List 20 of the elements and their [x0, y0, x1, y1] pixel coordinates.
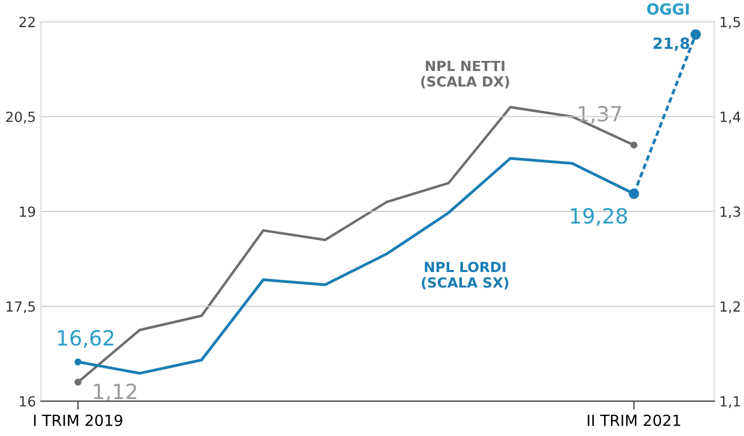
- y-tick-label: 20,5: [6, 112, 35, 124]
- x-tick-label: II TRIM 2021: [588, 414, 680, 426]
- text: OGGI: [647, 3, 689, 15]
- data-label: 1,12: [94, 384, 136, 402]
- y2-tick-label: 1,1: [720, 396, 740, 408]
- y2-tick-label: 1,5: [720, 16, 740, 29]
- y-tick-label: 22: [19, 16, 35, 28]
- y2-tick-label: 1,4: [720, 112, 740, 124]
- y-tick-label: 19: [20, 206, 36, 217]
- data-label: 1,37: [578, 106, 622, 124]
- data-label: 19,28: [571, 208, 627, 226]
- data-label: 21,8: [654, 37, 690, 51]
- y-tick-label: 17,5: [6, 301, 35, 314]
- series-label: NPL NETTI (SCALA DX): [421, 60, 510, 88]
- series-label: NPL LORDI (SCALA SX): [422, 262, 508, 290]
- data-label: 16,62: [58, 330, 114, 348]
- y2-tick-label: 1,2: [720, 301, 740, 314]
- y-tick-label: 16: [20, 396, 36, 407]
- x-tick-label: I TRIM 2019: [34, 414, 122, 426]
- y2-tick-label: 1,3: [720, 206, 740, 218]
